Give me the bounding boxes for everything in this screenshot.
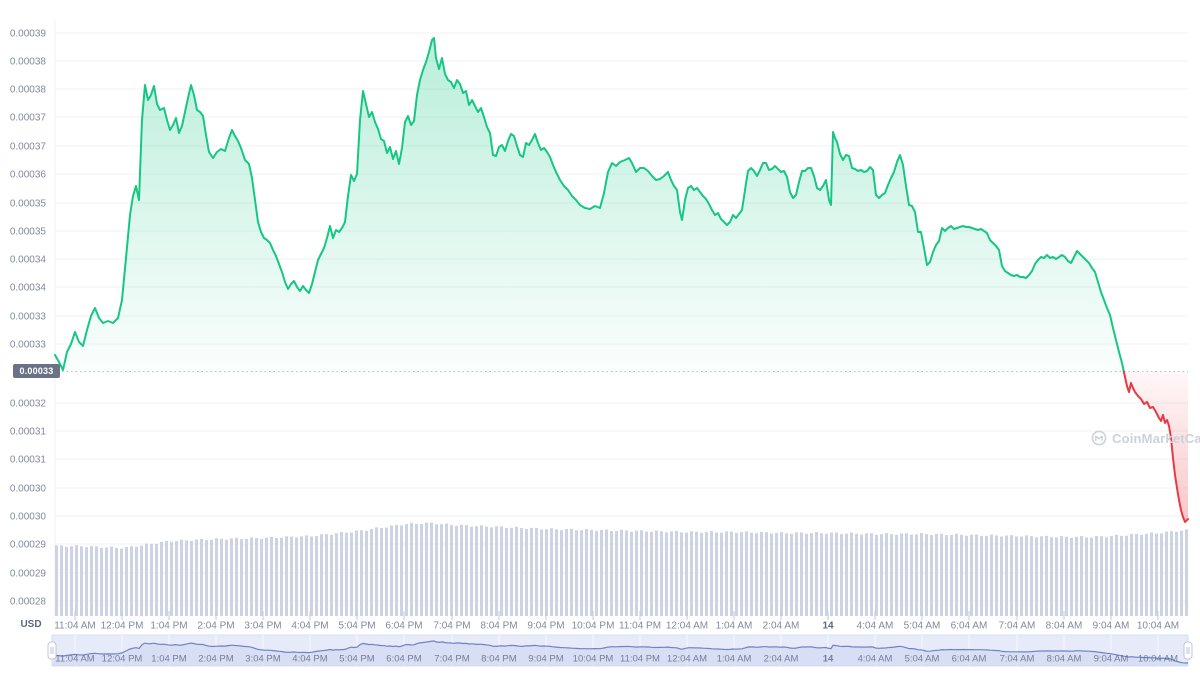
y-axis-label: 0.00038 — [10, 57, 47, 68]
current-price-tag: 0.00033 — [13, 364, 60, 378]
x-axis-label: 4:04 AM — [857, 621, 894, 632]
currency-label: USD — [20, 619, 42, 630]
price-line — [54, 37, 1189, 523]
y-axis-label: 0.00030 — [10, 484, 47, 495]
y-axis-label: 0.00032 — [10, 399, 47, 410]
y-axis-labels: 0.00039 0.00038 0.00038 0.00037 0.00037 0.000… — [10, 29, 47, 608]
y-axis-label: 0.00028 — [10, 597, 47, 608]
navigator-x-label: 3:04 PM — [245, 653, 280, 664]
plot-area[interactable] — [55, 20, 1188, 616]
navigator-x-label: 10:04 AM — [1138, 653, 1178, 664]
x-axis-label: 12:04 AM — [666, 621, 708, 632]
x-axis-label: 4:04 PM — [291, 621, 328, 632]
x-axis-label: 9:04 AM — [1093, 621, 1130, 632]
price-area-fill — [55, 38, 1188, 522]
y-axis-label: 0.00034 — [10, 283, 47, 294]
navigator-x-label: 6:04 PM — [386, 653, 421, 664]
navigator-x-label: 11:04 PM — [620, 653, 660, 664]
x-axis-label: 2:04 PM — [197, 621, 234, 632]
x-axis-label: 7:04 PM — [433, 621, 470, 632]
x-axis-label: 11:04 AM — [54, 621, 96, 632]
y-axis-label: 0.00029 — [10, 540, 47, 551]
navigator-x-label: 7:04 AM — [1000, 653, 1035, 664]
x-axis-label: 10:04 PM — [572, 621, 615, 632]
y-axis-label: 0.00029 — [10, 569, 47, 580]
coinmarketcap-logo-icon — [1091, 430, 1107, 446]
y-axis-label: 0.00039 — [10, 29, 47, 40]
navigator-x-label: 8:04 AM — [1047, 653, 1082, 664]
x-axis-label: 6:04 PM — [385, 621, 422, 632]
navigator-x-label: 9:04 PM — [528, 653, 563, 664]
navigator-left-handle[interactable] — [47, 641, 57, 660]
navigator-x-label: 7:04 PM — [434, 653, 469, 664]
y-axis-label: 0.00031 — [10, 427, 47, 438]
navigator-x-label: 11:04 AM — [55, 653, 95, 664]
navigator-x-label: 4:04 AM — [858, 653, 893, 664]
volume-bars — [55, 522, 1188, 616]
y-axis-label: 0.00035 — [10, 199, 47, 210]
x-axis-label: 6:04 AM — [951, 621, 988, 632]
y-axis-label: 0.00035 — [10, 227, 47, 238]
navigator-right-handle[interactable] — [1183, 641, 1193, 660]
navigator-x-label: 10:04 PM — [573, 653, 614, 664]
y-axis-label: 0.00033 — [10, 340, 47, 351]
y-axis-label: 0.00034 — [10, 255, 47, 266]
x-axis-label: 5:04 PM — [338, 621, 375, 632]
navigator-x-label: 6:04 AM — [952, 653, 987, 664]
watermark-text: CoinMarketCap — [1112, 430, 1200, 446]
y-axis-label: 0.00030 — [10, 512, 47, 523]
x-axis-labels: 11:04 AM 12:04 PM 1:04 PM 2:04 PM 3:04 PM 4:0… — [54, 621, 1179, 632]
navigator-x-label: 2:04 AM — [764, 653, 799, 664]
navigator-x-label: 8:04 PM — [481, 653, 516, 664]
x-axis-label: 1:04 PM — [150, 621, 187, 632]
y-axis-label: 0.00031 — [10, 455, 47, 466]
navigator-x-label: 9:04 AM — [1094, 653, 1129, 664]
y-axis-label: 0.00037 — [10, 142, 47, 153]
navigator-x-label: 12:04 AM — [667, 653, 707, 664]
x-axis-label: 1:04 AM — [716, 621, 753, 632]
watermark: CoinMarketCap — [1091, 430, 1200, 446]
x-axis-label: 3:04 PM — [244, 621, 281, 632]
x-axis-label: 9:04 PM — [527, 621, 564, 632]
y-axis-label: 0.00033 — [10, 312, 47, 323]
navigator-brush[interactable]: 11:04 AM 12:04 PM 1:04 PM 2:04 PM 3:04 PM 4:0… — [47, 634, 1193, 667]
navigator-x-label: 1:04 AM — [717, 653, 752, 664]
x-axis-ticks — [74, 611, 1159, 620]
x-axis-label: 12:04 PM — [101, 621, 144, 632]
x-axis-label: 10:04 AM — [1137, 621, 1179, 632]
navigator-x-label: 5:04 AM — [905, 653, 940, 664]
x-axis-label: 11:04 PM — [619, 621, 661, 632]
x-axis-label: 7:04 AM — [999, 621, 1036, 632]
x-axis-label: 14 — [822, 621, 834, 632]
x-axis-label: 8:04 AM — [1046, 621, 1083, 632]
navigator-x-label: 14 — [823, 653, 834, 664]
y-axis-label: 0.00037 — [10, 113, 47, 124]
x-axis-label: 2:04 AM — [763, 621, 800, 632]
y-axis-label: 0.00038 — [10, 85, 47, 96]
x-axis-label: 8:04 PM — [480, 621, 517, 632]
navigator-x-label: 2:04 PM — [198, 653, 233, 664]
navigator-x-label: 1:04 PM — [151, 653, 186, 664]
navigator-x-label: 5:04 PM — [339, 653, 374, 664]
navigator-x-label: 4:04 PM — [292, 653, 327, 664]
navigator-x-label: 12:04 PM — [102, 653, 143, 664]
x-axis-label: 5:04 AM — [904, 621, 941, 632]
y-axis-label: 0.00036 — [10, 170, 47, 181]
